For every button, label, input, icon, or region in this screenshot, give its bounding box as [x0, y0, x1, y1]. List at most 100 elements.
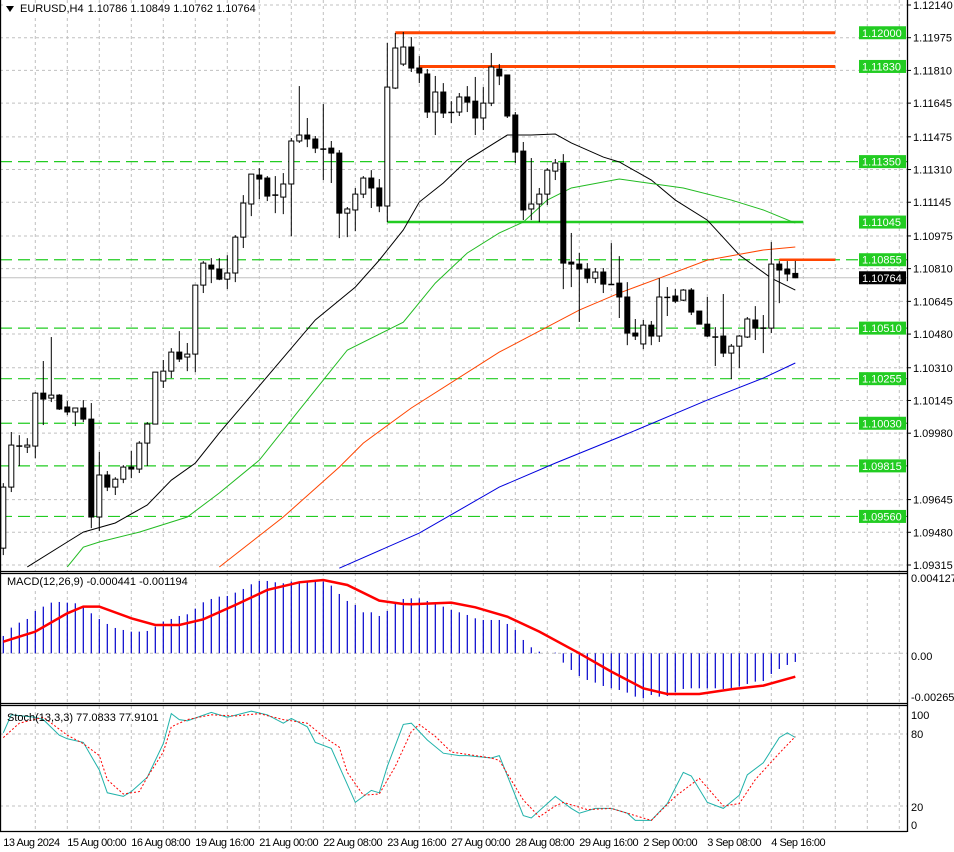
candle-body-bear — [80, 407, 87, 420]
candle — [136, 441, 143, 474]
level-price-label: 1.12000 — [862, 28, 902, 40]
time-axis-label: 13 Aug 2024 — [3, 837, 60, 849]
candle — [352, 187, 359, 232]
candle — [48, 337, 55, 403]
candle-body-bull — [528, 203, 535, 210]
candle — [608, 243, 615, 286]
candle — [776, 261, 783, 304]
candle — [320, 104, 327, 181]
candle-body-bull — [344, 208, 351, 214]
candle — [624, 282, 631, 346]
price-tick-label: 1.12140 — [913, 0, 953, 12]
candle — [616, 256, 623, 319]
candle — [272, 176, 279, 214]
ma-mid-line — [66, 178, 796, 568]
candle — [704, 296, 711, 338]
price-axis: 1.12140 1.11975 1.11810 1.11645 1.11475 1.113… — [907, 0, 954, 832]
candle-body-bear — [408, 46, 415, 69]
candle-body-bear — [176, 351, 183, 360]
chart-header: EURUSD,H4 1.10786 1.10849 1.10762 1.1076… — [4, 3, 258, 15]
candle-body-bear — [216, 268, 223, 280]
level-price-label: 1.11350 — [862, 157, 901, 169]
candle-body-bear — [784, 268, 791, 275]
time-axis-label: 2 Sep 00:00 — [643, 837, 697, 849]
candle-body-bear — [56, 394, 63, 410]
candle — [792, 260, 799, 279]
candle-body-bear — [632, 332, 639, 337]
level-price-tag — [859, 416, 906, 430]
candle — [392, 32, 399, 90]
candle — [560, 154, 567, 290]
candle-body-bear — [696, 310, 703, 325]
candle — [360, 176, 367, 199]
candle — [520, 141, 527, 221]
candle — [64, 401, 71, 416]
candle-body-bull — [736, 335, 743, 347]
candle-body-bear — [720, 335, 727, 354]
candle — [576, 252, 583, 322]
candle-body-bull — [240, 202, 247, 238]
candle — [464, 86, 471, 113]
time-axis-label: 3 Sep 08:00 — [707, 837, 761, 849]
candle-body-bear — [336, 152, 343, 214]
candle — [472, 76, 479, 136]
candle — [232, 235, 239, 283]
candle — [544, 168, 551, 206]
candle — [568, 232, 575, 288]
price-levels — [0, 31, 907, 518]
candle-body-bear — [88, 418, 95, 518]
candle-body-bear — [520, 150, 527, 211]
candle-body-bull — [488, 66, 495, 104]
candle-body-bull — [144, 423, 151, 444]
level-price-tag — [859, 26, 906, 40]
level-price-tag — [859, 321, 906, 335]
macd-axis-label: -0.00265 — [911, 692, 954, 704]
candle — [80, 400, 87, 423]
candle — [56, 394, 63, 410]
candle-body-bear — [128, 466, 135, 470]
level-price-tag — [859, 459, 906, 473]
candle — [312, 136, 319, 154]
candle — [120, 465, 127, 484]
ma-fast-line — [27, 133, 796, 568]
candle-body-bear — [472, 100, 479, 119]
price-tick-label: 1.10145 — [913, 395, 953, 407]
chart-menu-triangle-icon[interactable] — [6, 6, 14, 12]
candle-body-bear — [440, 91, 447, 114]
candle-body-bull — [160, 370, 167, 382]
candle-body-bull — [248, 173, 255, 205]
candle-body-bear — [688, 289, 695, 313]
candle — [440, 83, 447, 118]
candle — [264, 176, 271, 202]
candle-body-bull — [656, 296, 663, 337]
time-axis-label: 29 Aug 16:00 — [579, 837, 638, 849]
candle-body-bear — [464, 96, 471, 103]
time-axis-label: 4 Sep 16:00 — [771, 837, 825, 849]
candle — [24, 438, 31, 453]
candle — [384, 43, 391, 223]
candle-body-bear — [512, 114, 519, 153]
candle-body-bear — [560, 162, 567, 264]
level-price-label: 1.10030 — [862, 418, 902, 430]
price-tick-label: 1.09480 — [913, 527, 953, 539]
candle — [368, 170, 375, 208]
candle — [632, 318, 639, 341]
candle — [192, 284, 199, 373]
candle-body-bear — [672, 295, 679, 302]
candle — [240, 195, 247, 249]
level-price-label: 1.11045 — [862, 217, 901, 229]
time-axis-label: 23 Aug 16:00 — [387, 837, 446, 849]
candle-body-bear — [616, 282, 623, 298]
ma-long-line — [339, 362, 796, 569]
level-price-label: 1.09560 — [862, 511, 902, 523]
candle — [184, 342, 191, 372]
time-axis-label: 28 Aug 08:00 — [515, 837, 574, 849]
time-axis-label: 15 Aug 00:00 — [67, 837, 126, 849]
candle — [680, 289, 687, 302]
time-axis-label: 19 Aug 16:00 — [195, 837, 254, 849]
candle — [760, 315, 767, 354]
price-tick-label: 1.10480 — [913, 329, 953, 341]
candle — [144, 422, 151, 467]
current-price-label: 1.10764 — [862, 273, 902, 285]
